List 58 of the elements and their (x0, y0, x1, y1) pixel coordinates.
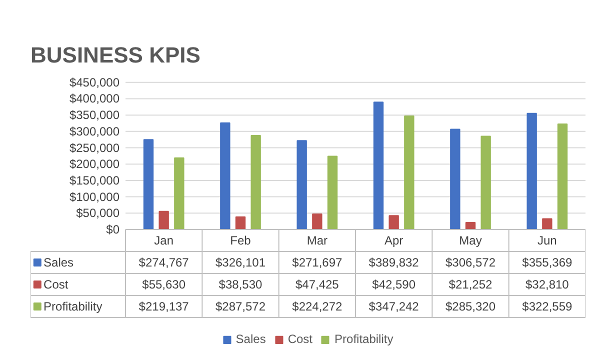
legend-label: Profitability (44, 300, 102, 314)
bar (373, 102, 384, 230)
legend-label: Sales (44, 256, 74, 270)
bar (542, 218, 552, 230)
y-tick-label: $350,000 (69, 108, 120, 122)
y-tick-label: $250,000 (69, 140, 120, 155)
bar (174, 157, 184, 230)
x-tick-label: Jun (537, 234, 557, 248)
bar (450, 128, 460, 230)
y-tick-label: $50,000 (76, 206, 120, 220)
data-label: $42,590 (372, 278, 416, 292)
bar (296, 140, 307, 230)
bar (220, 122, 230, 230)
legend-label: Cost (288, 332, 313, 346)
bar (557, 124, 568, 230)
data-label: $55,630 (142, 278, 186, 292)
data-label: $38,530 (218, 278, 263, 292)
data-label: $287,572 (215, 300, 266, 314)
data-label: $274,767 (138, 256, 190, 270)
bar (480, 136, 491, 230)
bar (404, 115, 414, 230)
chart-title: BUSINESS KPIS (30, 42, 200, 68)
y-tick-label: $100,000 (69, 190, 120, 204)
data-label: $285,320 (445, 300, 496, 314)
text: Profitability (334, 332, 394, 346)
data-label: $271,697 (292, 256, 343, 270)
data-label: $47,425 (295, 278, 340, 292)
data-label: $389,832 (368, 256, 420, 270)
y-tick-label: $200,000 (69, 157, 120, 172)
text: Cost (44, 278, 68, 292)
data-label: $347,242 (368, 300, 420, 314)
bar (526, 112, 537, 230)
data-label: $219,137 (138, 300, 190, 314)
bar (388, 215, 399, 230)
y-tick-label: $150,000 (69, 173, 120, 188)
x-tick-label: Mar (306, 234, 328, 248)
y-tick-label: $0 (106, 222, 120, 236)
bar (235, 216, 246, 230)
data-label: $224,272 (292, 300, 343, 314)
data-label: $322,559 (522, 300, 573, 314)
bar (312, 213, 322, 230)
data-label: $21,252 (448, 278, 493, 292)
x-tick-label: Apr (384, 234, 404, 248)
data-label: $32,810 (525, 278, 570, 292)
x-tick-label: Feb (230, 234, 252, 248)
bar (143, 139, 154, 230)
data-label: $326,101 (215, 256, 266, 270)
y-tick-label: $300,000 (69, 124, 120, 138)
text: Sales (236, 332, 266, 346)
y-tick-label: $450,000 (69, 75, 120, 90)
bar (327, 156, 338, 230)
data-label: $355,369 (522, 256, 573, 270)
y-tick-label: $400,000 (69, 92, 120, 106)
x-tick-label: May (459, 234, 482, 248)
data-label: $306,572 (445, 256, 496, 270)
bar (250, 134, 261, 230)
bar (158, 210, 169, 230)
x-tick-label: Jan (154, 234, 174, 248)
